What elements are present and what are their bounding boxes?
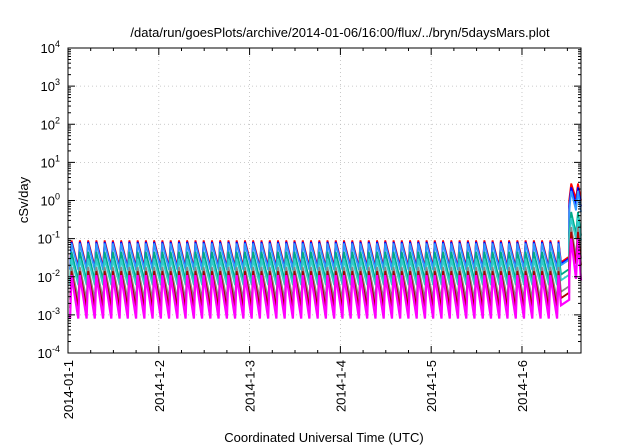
x-tick-label: 2014-01-1: [61, 360, 76, 419]
x-tick-label: 2014-1-3: [243, 360, 258, 412]
y-tick-label: 103: [41, 77, 60, 94]
series-line-3: [69, 190, 582, 271]
x-axis-ticks: 2014-01-1 2014-1-2 2014-1-3 2014-1-4 2014-1-…: [61, 48, 568, 419]
y-axis-label: cSv/day: [16, 176, 31, 223]
chart-title: /data/run/goesPlots/archive/2014-01-06/1…: [130, 25, 550, 40]
series-line-8: [69, 238, 583, 319]
x-axis-label: Coordinated Universal Time (UTC): [224, 430, 423, 445]
x-tick-label: 2014-1-2: [152, 360, 167, 412]
series-group: [69, 183, 583, 319]
y-tick-label: 10-1: [38, 230, 60, 247]
y-tick-label: 10-3: [38, 306, 60, 323]
series-line-7: [69, 231, 582, 309]
y-tick-label: 10-2: [38, 268, 60, 285]
series-line-6: [69, 226, 582, 300]
series-line-1: [69, 183, 582, 268]
y-tick-label: 102: [41, 115, 60, 132]
y-tick-label: 100: [41, 192, 60, 209]
series-line-5: [69, 217, 582, 286]
x-tick-label: 2014-1-5: [424, 360, 439, 412]
x-tick-label: 2014-1-4: [333, 360, 348, 412]
x-tick-label: 2014-1-6: [515, 360, 530, 412]
y-axis-ticks: 10-4 10-3 10-2 10-1 100 101 102 103 104: [38, 39, 581, 361]
y-tick-label: 10-4: [38, 344, 60, 361]
series-line-4: [69, 211, 582, 281]
y-tick-label: 104: [41, 39, 60, 56]
series-line-2: [69, 187, 582, 270]
y-tick-label: 101: [41, 153, 60, 170]
